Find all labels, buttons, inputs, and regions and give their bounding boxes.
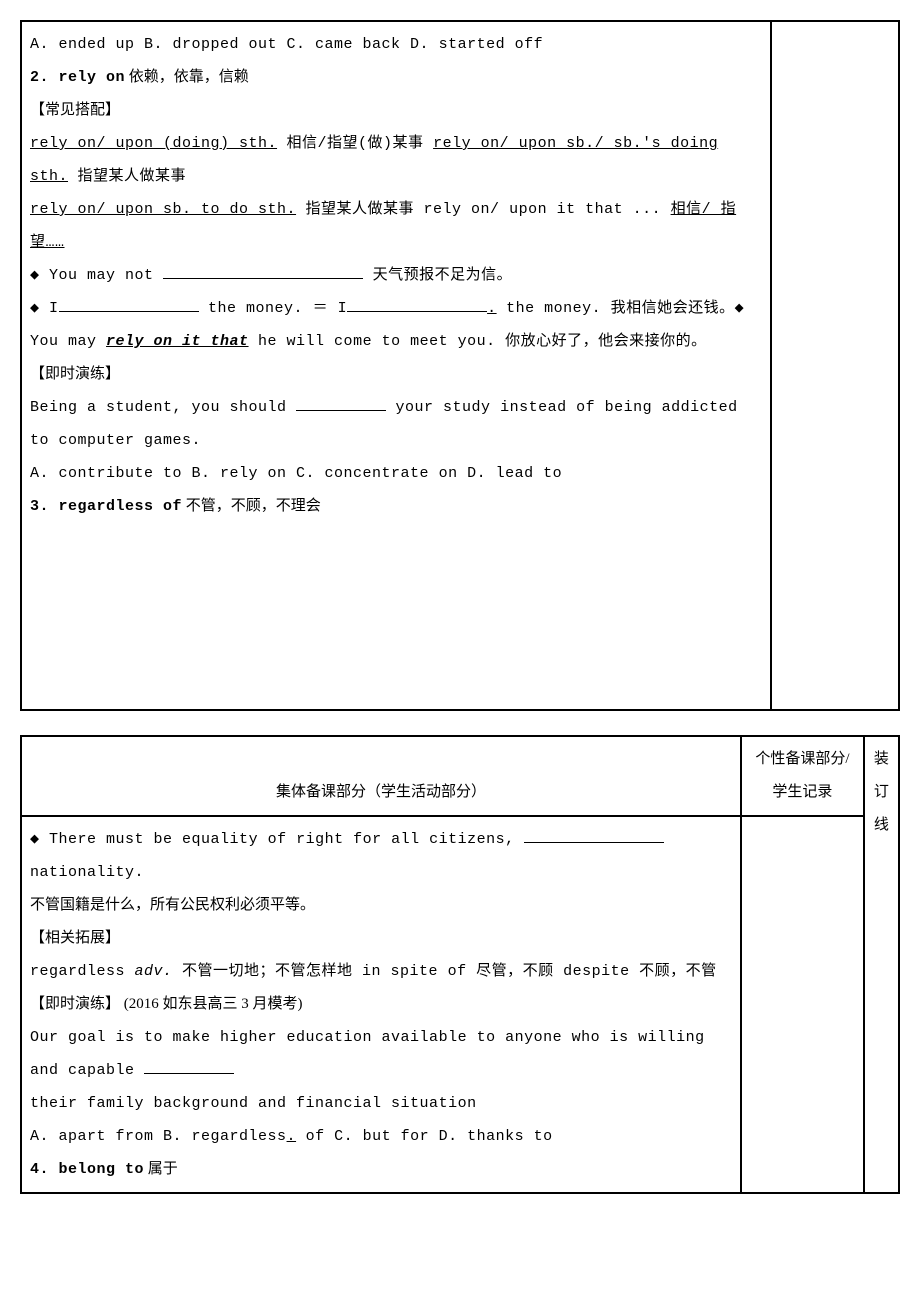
t2-ex1-pre: ◆ There must be equality of right for al… [30, 831, 524, 848]
example-weather: ◆ You may not 天气预报不足为信。 [30, 259, 762, 292]
q1-options: A. contribute to B. rely on C. concentra… [30, 457, 762, 490]
pair1b-zh: 指望某人做某事 [68, 168, 186, 185]
table1-main-cell: A. ended up B. dropped out C. came back … [21, 21, 771, 710]
pair2a-zh: 指望某人做某事 rely on/ upon it that ... [296, 201, 671, 218]
pair-line-2: rely on/ upon sb. to do sth. 指望某人做某事 rel… [30, 193, 762, 259]
q2-opts-a: A. apart from B. regardless [30, 1128, 287, 1145]
related-adv: adv. [135, 963, 173, 980]
vocab-item-4: 4. belong to 属于 [30, 1153, 732, 1186]
table2-side-cell [741, 816, 864, 1193]
header-bind: 装订线 [864, 736, 899, 1193]
ex1-post: 天气预报不足为信。 [363, 267, 512, 284]
q2-pre: Our goal is to make higher education ava… [30, 1029, 705, 1079]
empty-space-1 [30, 523, 762, 703]
header-main: 集体备课部分（学生活动部分） [21, 736, 741, 816]
vocab-head-4: 4. belong to [30, 1161, 144, 1178]
q2-options: A. apart from B. regardless. of C. but f… [30, 1120, 732, 1153]
ex2-dot: . [487, 300, 497, 317]
practice-q2: Our goal is to make higher education ava… [30, 1021, 732, 1087]
vocab-head-2: 2. rely on [30, 69, 125, 86]
q2-opts-b: of C. but for D. thanks to [296, 1128, 553, 1145]
q2-opts-dot: . [287, 1128, 297, 1145]
vocab-item-2: 2. rely on 依赖，依靠，信赖 [30, 61, 762, 94]
blank-5 [524, 842, 664, 843]
q-options: A. ended up B. dropped out C. came back … [30, 28, 762, 61]
vocab-item-3: 3. regardless of 不管，不顾，不理会 [30, 490, 762, 523]
header-side: 个性备课部分/学生记录 [741, 736, 864, 816]
pair1a-zh: 相信/指望(做)某事 [277, 135, 433, 152]
content-table-1: A. ended up B. dropped out C. came back … [20, 20, 900, 711]
blank-4 [296, 410, 386, 411]
content-table-2: 集体备课部分（学生活动部分） 个性备课部分/学生记录 装订线 ◆ There m… [20, 735, 900, 1194]
blank-2 [59, 311, 199, 312]
ex2-mid: the money. ＝ I [199, 300, 348, 317]
vocab-tail-4: 属于 [144, 1161, 178, 1177]
vocab-tail-3: 不管，不顾，不理会 [182, 498, 321, 514]
blank-1 [163, 278, 363, 279]
pair-line-1: rely on/ upon (doing) sth. 相信/指望(做)某事 re… [30, 127, 762, 193]
blank-3 [347, 311, 487, 312]
ex2-italic: rely on it that [106, 333, 249, 350]
section-practice-1: 【即时演练】 [30, 358, 762, 391]
practice-q1: Being a student, you should your study i… [30, 391, 762, 457]
table1-side-cell [771, 21, 899, 710]
section-practice-2: 【即时演练】 (2016 如东县高三 3 月模考) [30, 988, 732, 1021]
blank-6 [144, 1073, 234, 1074]
q1-pre: Being a student, you should [30, 399, 296, 416]
section-common-pair: 【常见搭配】 [30, 94, 762, 127]
pair1a: rely on/ upon (doing) sth. [30, 135, 277, 152]
example-money: ◆ I the money. ＝ I. the money. 我相信她会还钱。◆… [30, 292, 762, 358]
related-post: 不管一切地；不管怎样地 in spite of 尽管，不顾 despite 不顾… [173, 963, 717, 980]
ex2-tail: he will come to meet you. 你放心好了，他会来接你的。 [249, 333, 707, 350]
vocab-tail-2: 依赖，依靠，信赖 [125, 69, 249, 85]
section-related: 【相关拓展】 [30, 922, 732, 955]
t2-ex1-zh: 不管国籍是什么，所有公民权利必须平等。 [30, 889, 732, 922]
vocab-head-3: 3. regardless of [30, 498, 182, 515]
related-line: regardless adv. 不管一切地；不管怎样地 in spite of … [30, 955, 732, 988]
q2-line2: their family background and financial si… [30, 1087, 732, 1120]
related-pre: regardless [30, 963, 135, 980]
ex1-pre: ◆ You may not [30, 267, 163, 284]
t2-ex1-post: nationality. [30, 864, 144, 881]
ex2-pre: ◆ I [30, 300, 59, 317]
table2-main-cell: ◆ There must be equality of right for al… [21, 816, 741, 1193]
example-nationality: ◆ There must be equality of right for al… [30, 823, 732, 889]
pair2a: rely on/ upon sb. to do sth. [30, 201, 296, 218]
